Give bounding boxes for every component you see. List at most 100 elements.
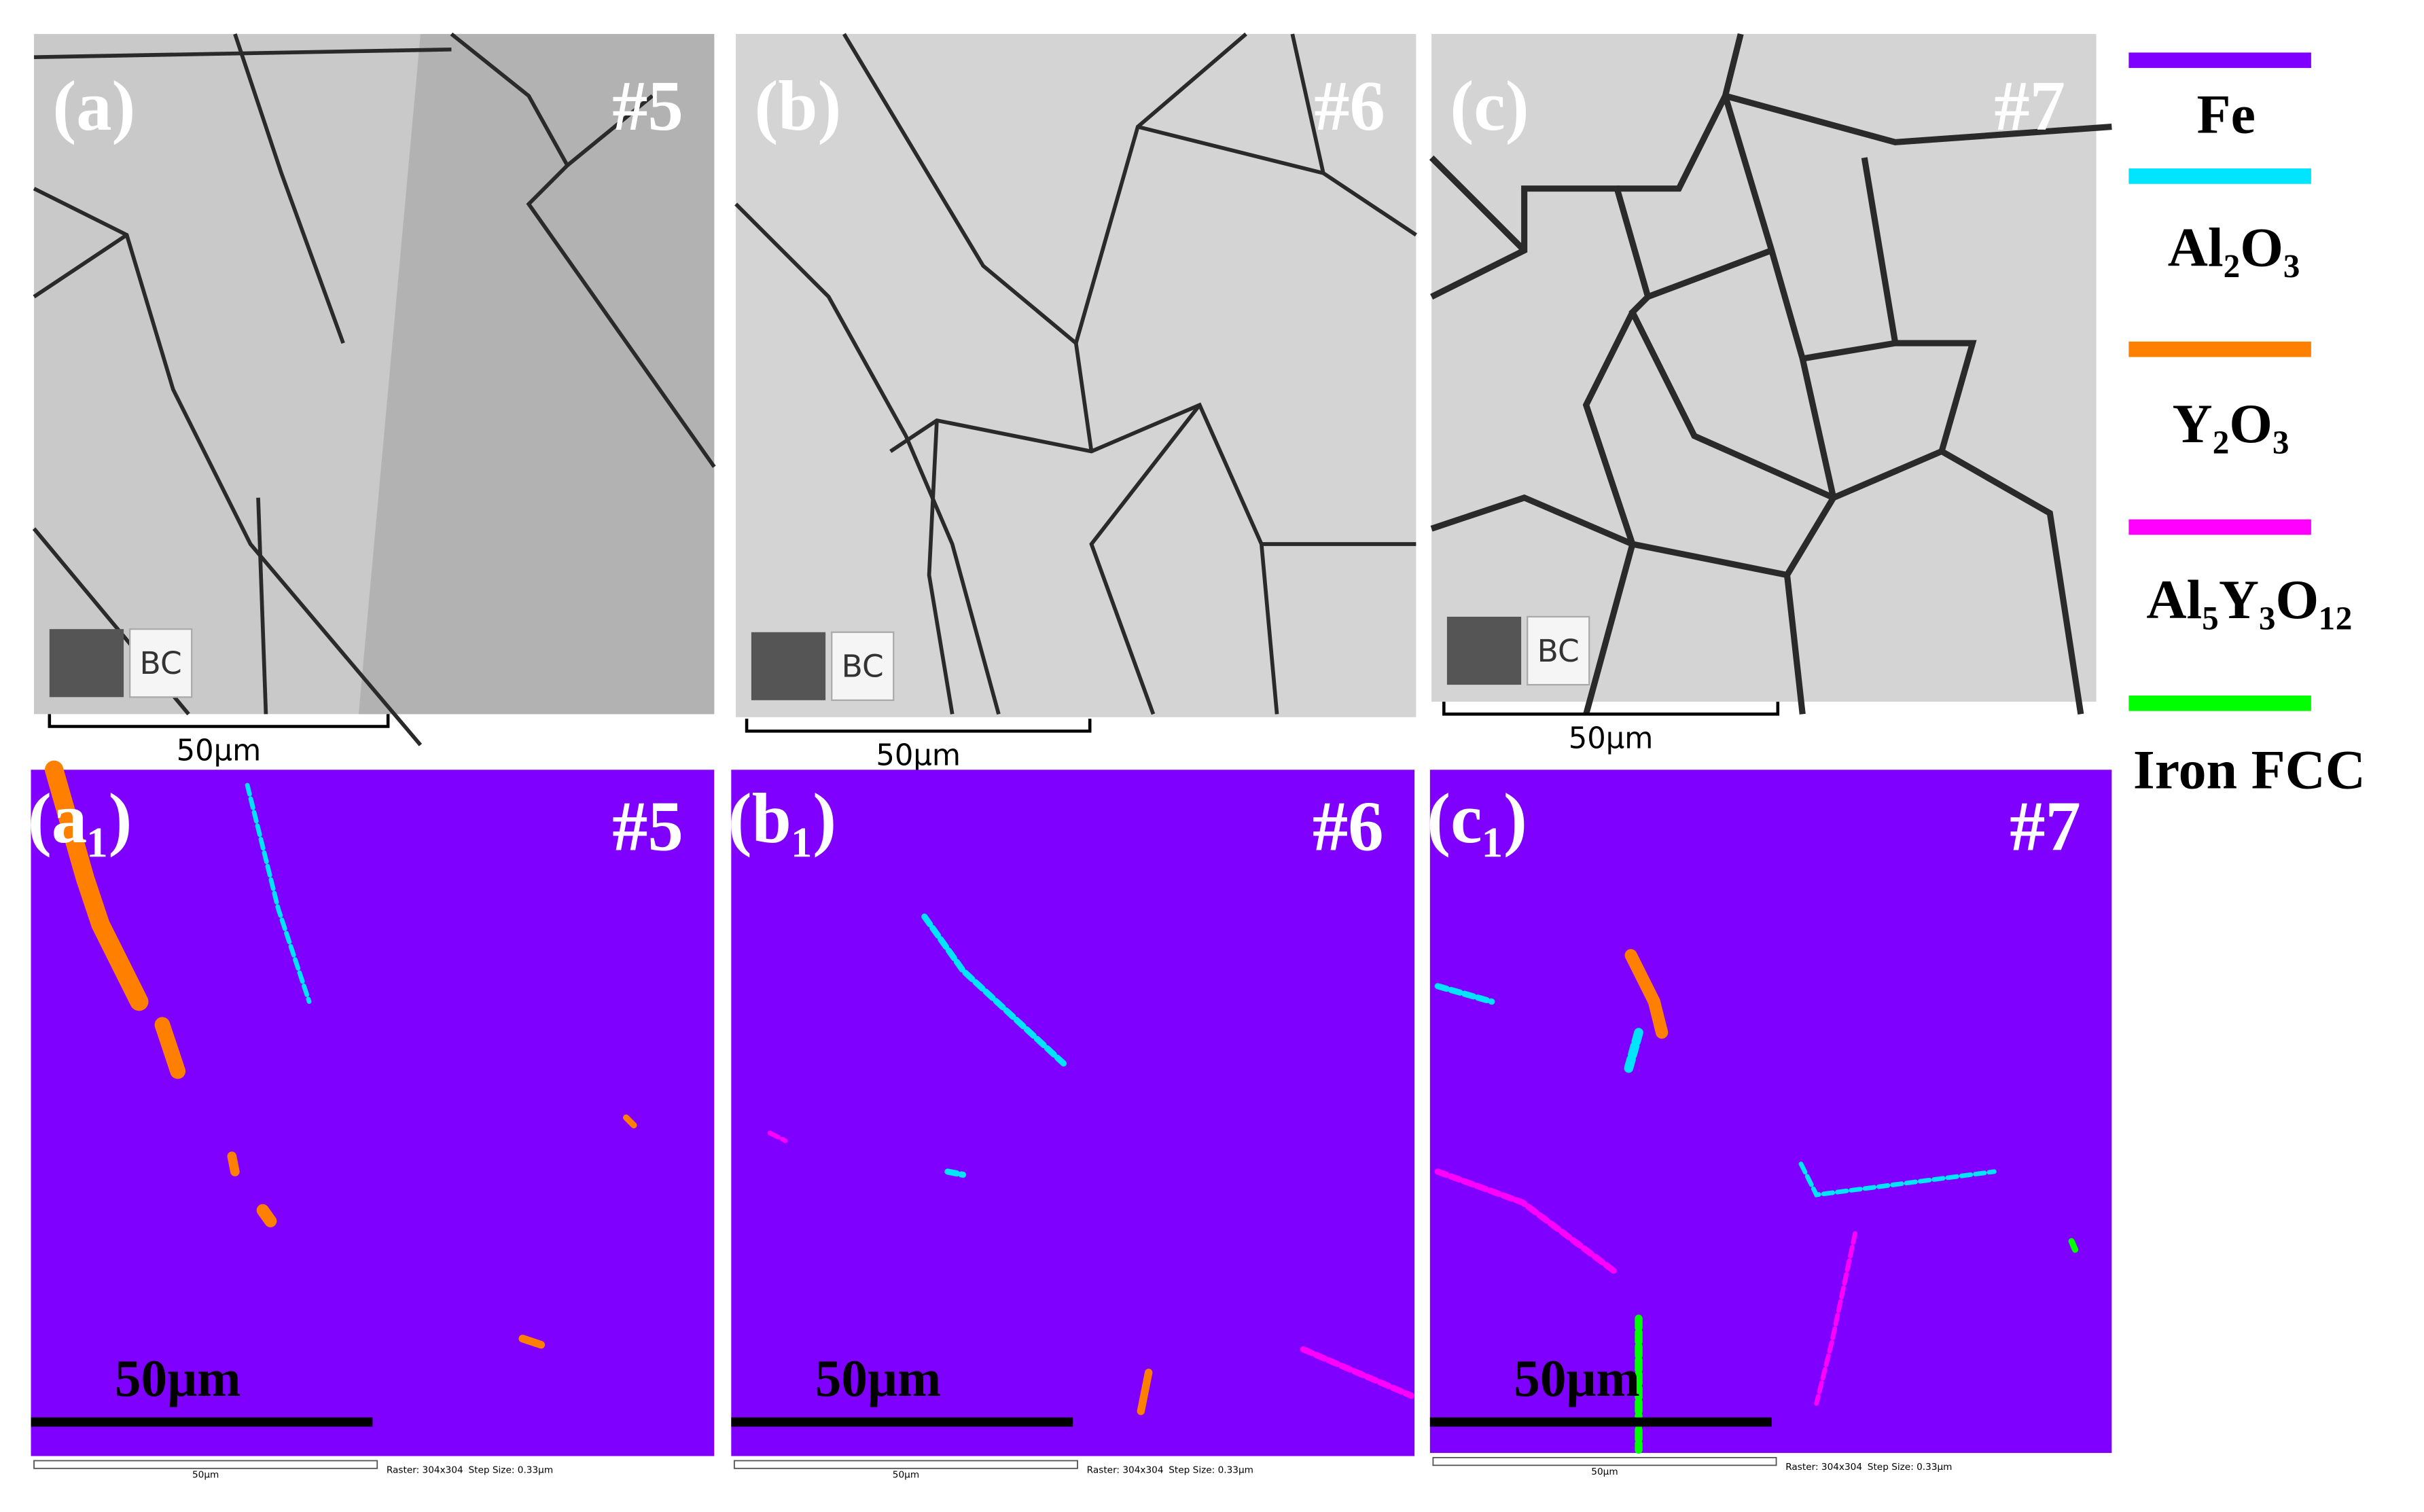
bc-icon	[831, 631, 895, 701]
raster-info: Raster: 304x304	[387, 1465, 463, 1476]
panel-label: (b₁)	[728, 779, 836, 858]
grain-boundary	[1430, 494, 1634, 547]
legend-label: Al₅Y₃O₁₂	[2146, 569, 2352, 630]
phase-particle	[944, 1168, 967, 1178]
footer-bar	[733, 1460, 1078, 1469]
grain-boundary	[842, 33, 1077, 345]
phase-particle	[227, 1151, 240, 1176]
sample-label: #5	[612, 787, 683, 866]
step-info: Step Size: 0.33μm	[468, 1465, 553, 1476]
phase-particle	[256, 1204, 277, 1227]
grain-boundary	[33, 233, 128, 299]
phase-particle	[44, 760, 149, 1011]
grain-boundary	[1429, 155, 1527, 253]
grain-boundary	[233, 33, 345, 344]
panel-label: (c)	[1450, 67, 1529, 145]
grain-boundary	[34, 47, 452, 60]
bc-label: BC	[140, 645, 182, 681]
micrograph: BC (b) #6	[734, 32, 1417, 717]
grain-boundary	[1290, 33, 1325, 174]
phase-particle	[1300, 1346, 1415, 1399]
grain-boundary	[1089, 403, 1202, 715]
grain-boundary	[1647, 247, 1773, 300]
axis-icon	[751, 632, 826, 700]
phase-particle	[154, 1017, 186, 1079]
panel-label: (a₁)	[28, 779, 132, 858]
grain-boundary	[1799, 357, 1837, 499]
phase-particle	[1814, 1231, 1858, 1406]
sample-label: #7	[2010, 787, 2081, 866]
panel-label: (c₁)	[1427, 779, 1527, 858]
phase-particle	[245, 782, 312, 1005]
bc-icon	[129, 628, 193, 698]
footer-bar	[1432, 1456, 1777, 1466]
scale-label: 50μm	[1514, 1349, 1640, 1407]
grain-boundary	[1783, 575, 1806, 715]
sample-label: #7	[1994, 67, 2065, 145]
phase-particle	[518, 1334, 546, 1349]
fe-matrix	[1429, 770, 2112, 1454]
micrograph-bg	[736, 34, 1416, 717]
sample-label: #6	[1313, 787, 1384, 866]
phase-particle	[623, 1114, 637, 1129]
phase-particle	[1434, 1168, 1619, 1276]
fe-matrix	[731, 770, 1415, 1456]
scale-label: 50μm	[1569, 721, 1654, 755]
grain-boundary	[1940, 448, 2084, 715]
step-info: Step Size: 0.33μm	[1169, 1465, 1253, 1476]
footer-scale: 50μm	[893, 1469, 919, 1480]
micrograph-bg	[1431, 34, 2097, 702]
micrograph: BC (c) #7	[1429, 33, 2112, 715]
grain-boundary	[927, 420, 955, 715]
grain-boundary	[1617, 92, 2112, 192]
grain-boundary	[1073, 32, 1247, 452]
bc-label: BC	[842, 649, 884, 685]
axis-icon	[1446, 616, 1522, 685]
bc-label: BC	[1537, 633, 1580, 669]
grain-boundary	[1861, 157, 1899, 344]
footer-bar	[33, 1460, 378, 1469]
legend-label: Al₂O₃	[2168, 216, 2300, 278]
scale-bar	[48, 714, 390, 728]
scale-label: 50μm	[115, 1349, 241, 1407]
phase-particle	[2068, 1238, 2080, 1255]
phase-particle	[1624, 949, 1669, 1039]
phase-particle	[1798, 1162, 1997, 1198]
scale-label: 50μm	[815, 1349, 942, 1407]
grain-boundary	[1583, 543, 1636, 715]
raster-info: Raster: 304x304	[1785, 1462, 1862, 1473]
grain-boundary	[33, 187, 423, 746]
step-info: Step Size: 0.33μm	[1868, 1462, 1953, 1473]
bc-icon	[1527, 615, 1590, 686]
scale-label: 50μm	[876, 738, 961, 772]
scale-bar	[745, 719, 1092, 733]
phase-particle	[1434, 983, 1495, 1005]
phase-particle	[1623, 1028, 1643, 1076]
footer-scale: 50μm	[1591, 1466, 1618, 1477]
phase-particle	[921, 913, 1067, 1067]
micrograph: BC (a) #5	[32, 32, 716, 746]
raster-info: Raster: 304x304	[1087, 1465, 1164, 1476]
grain-boundary	[889, 402, 1279, 715]
grain-boundary	[256, 497, 268, 715]
sample-label: #6	[1314, 67, 1385, 145]
phase-particle	[767, 1130, 788, 1143]
panel-label: (b)	[754, 67, 841, 145]
footer-scale: 50μm	[192, 1469, 219, 1480]
axis-icon	[49, 629, 124, 698]
phase-map: 50μm (c₁) #7 50μm Raster: 304x304 Step Size: …	[1427, 770, 2112, 1477]
scale-bar	[1442, 702, 1780, 716]
legend-label: Y₂O₃	[2173, 393, 2289, 454]
legend-label: Fe	[2197, 84, 2256, 145]
scale-label: 50μm	[177, 734, 262, 768]
panel-label: (a)	[52, 67, 135, 145]
phase-particle	[1137, 1369, 1153, 1416]
grain-boundary	[734, 202, 1001, 715]
sample-label: #5	[612, 67, 683, 145]
legend-label: Iron FCC	[2133, 739, 2366, 801]
grain-boundary	[566, 94, 654, 167]
phase-map: 50μm (b₁) #6 50μm Raster: 304x304 Step Size: …	[728, 770, 1415, 1480]
shade-region	[358, 34, 715, 715]
